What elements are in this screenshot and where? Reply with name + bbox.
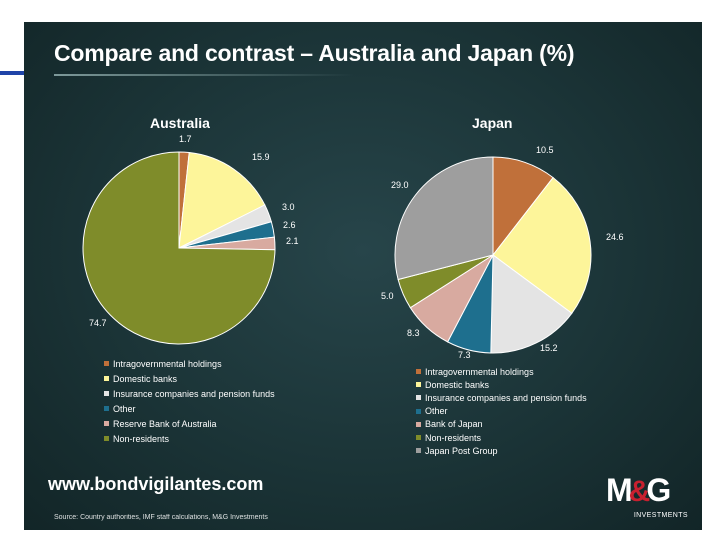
legend-swatch: [416, 435, 421, 441]
legend-label: Domestic banks: [425, 379, 490, 390]
legend-swatch: [416, 369, 421, 375]
legend-swatch: [416, 408, 421, 414]
legend-label: Bank of Japan: [425, 419, 483, 430]
australia-legend-item-domestic-banks: Domestic banks: [104, 371, 275, 386]
japan-slice-japan-post-group: [394, 156, 494, 281]
australia-legend: Intragovernmental holdings Domestic banks…: [104, 356, 275, 446]
japan-legend-item-bank-of-japan: Bank of Japan: [416, 418, 587, 431]
australia-label-insurance-companies-and-pension-funds: 3.0: [282, 202, 295, 212]
australia-legend-item-insurance-companies-and-pension-funds: Insurance companies and pension funds: [104, 386, 275, 401]
japan-pie: [394, 156, 592, 354]
japan-legend-item-insurance-companies-and-pension-funds: Insurance companies and pension funds: [416, 391, 587, 404]
legend-swatch: [104, 436, 109, 441]
page-title: Compare and contrast – Australia and Jap…: [54, 40, 575, 66]
legend-swatch: [104, 376, 109, 381]
australia-legend-item-non-residents: Non-residents: [104, 431, 275, 446]
japan-label-bank-of-japan: 8.3: [407, 328, 420, 338]
legend-swatch: [416, 395, 421, 401]
australia-legend-item-other: Other: [104, 401, 275, 416]
legend-swatch: [416, 382, 421, 388]
japan-slice-insurance-companies-and-pension-funds: [490, 254, 573, 354]
data-labels: 1.7 15.9 3.0 2.6 2.1 74.7 10.5 24.6 15.2 7.3 8.3 5.…: [89, 134, 624, 360]
australia-label-intragovernmental-holdings: 1.7: [179, 134, 192, 144]
legend-label: Reserve Bank of Australia: [113, 418, 217, 429]
legend-label: Insurance companies and pension funds: [113, 388, 275, 399]
legend-swatch: [416, 421, 421, 427]
legend-label: Non-residents: [113, 433, 170, 444]
title-underline: [54, 74, 354, 76]
japan-chart-title: Japan: [472, 115, 512, 131]
australia-pie: [82, 151, 276, 345]
australia-legend-item-intragovernmental-holdings: Intragovernmental holdings: [104, 356, 275, 371]
australia-slice-non-residents: [82, 151, 276, 345]
japan-label-intragovernmental-holdings: 10.5: [536, 145, 554, 155]
australia-label-other: 2.6: [283, 220, 296, 230]
japan-legend-item-non-residents: Non-residents: [416, 431, 587, 444]
legend-label: Japan Post Group: [425, 445, 498, 456]
japan-legend-item-japan-post-group: Japan Post Group: [416, 444, 587, 457]
japan-label-insurance-companies-and-pension-funds: 15.2: [540, 343, 558, 353]
japan-label-domestic-banks: 24.6: [606, 232, 624, 242]
legend-label: Intragovernmental holdings: [425, 366, 534, 377]
australia-label-reserve-bank-of-australia: 2.1: [286, 236, 299, 246]
japan-legend-item-intragovernmental-holdings: Intragovernmental holdings: [416, 365, 587, 378]
legend-label: Non-residents: [425, 432, 482, 443]
slide: Compare and contrast – Australia and Jap…: [24, 22, 702, 530]
japan-legend: Intragovernmental holdings Domestic banks…: [416, 365, 587, 457]
australia-label-domestic-banks: 15.9: [252, 152, 270, 162]
pie-charts: Australia Japan 1.7 15.9 3.0 2.6 2.1 74.7 10.5…: [82, 115, 624, 360]
australia-label-non-residents: 74.7: [89, 318, 107, 328]
legend-label: Other: [113, 403, 136, 414]
legend-label: Intragovernmental holdings: [113, 358, 222, 369]
legend-label: Domestic banks: [113, 373, 178, 384]
website-url[interactable]: www.bondvigilantes.com: [48, 474, 264, 494]
mg-logo: M&G INVESTMENTS: [606, 472, 688, 519]
japan-slice-domestic-banks: [492, 176, 592, 314]
legend-swatch: [104, 406, 109, 411]
japan-legend-item-domestic-banks: Domestic banks: [416, 378, 587, 391]
australia-slice-domestic-banks: [178, 151, 266, 249]
japan-label-other: 7.3: [458, 350, 471, 360]
japan-label-non-residents: 5.0: [381, 291, 394, 301]
logo-subtext: INVESTMENTS: [633, 512, 688, 519]
japan-label-japan-post-group: 29.0: [391, 180, 409, 190]
logo-mark: M&G: [606, 472, 671, 508]
legend-swatch: [104, 391, 109, 396]
australia-legend-item-reserve-bank-of-australia: Reserve Bank of Australia: [104, 416, 275, 431]
source-note: Source: Country authorities, IMF staff c…: [54, 514, 268, 521]
legend-swatch: [416, 448, 421, 454]
legend-swatch: [104, 361, 109, 366]
legend-label: Insurance companies and pension funds: [425, 392, 587, 403]
japan-legend-item-other: Other: [416, 405, 587, 418]
legend-swatch: [104, 421, 109, 426]
australia-chart-title: Australia: [150, 115, 210, 131]
legend-label: Other: [425, 406, 448, 417]
